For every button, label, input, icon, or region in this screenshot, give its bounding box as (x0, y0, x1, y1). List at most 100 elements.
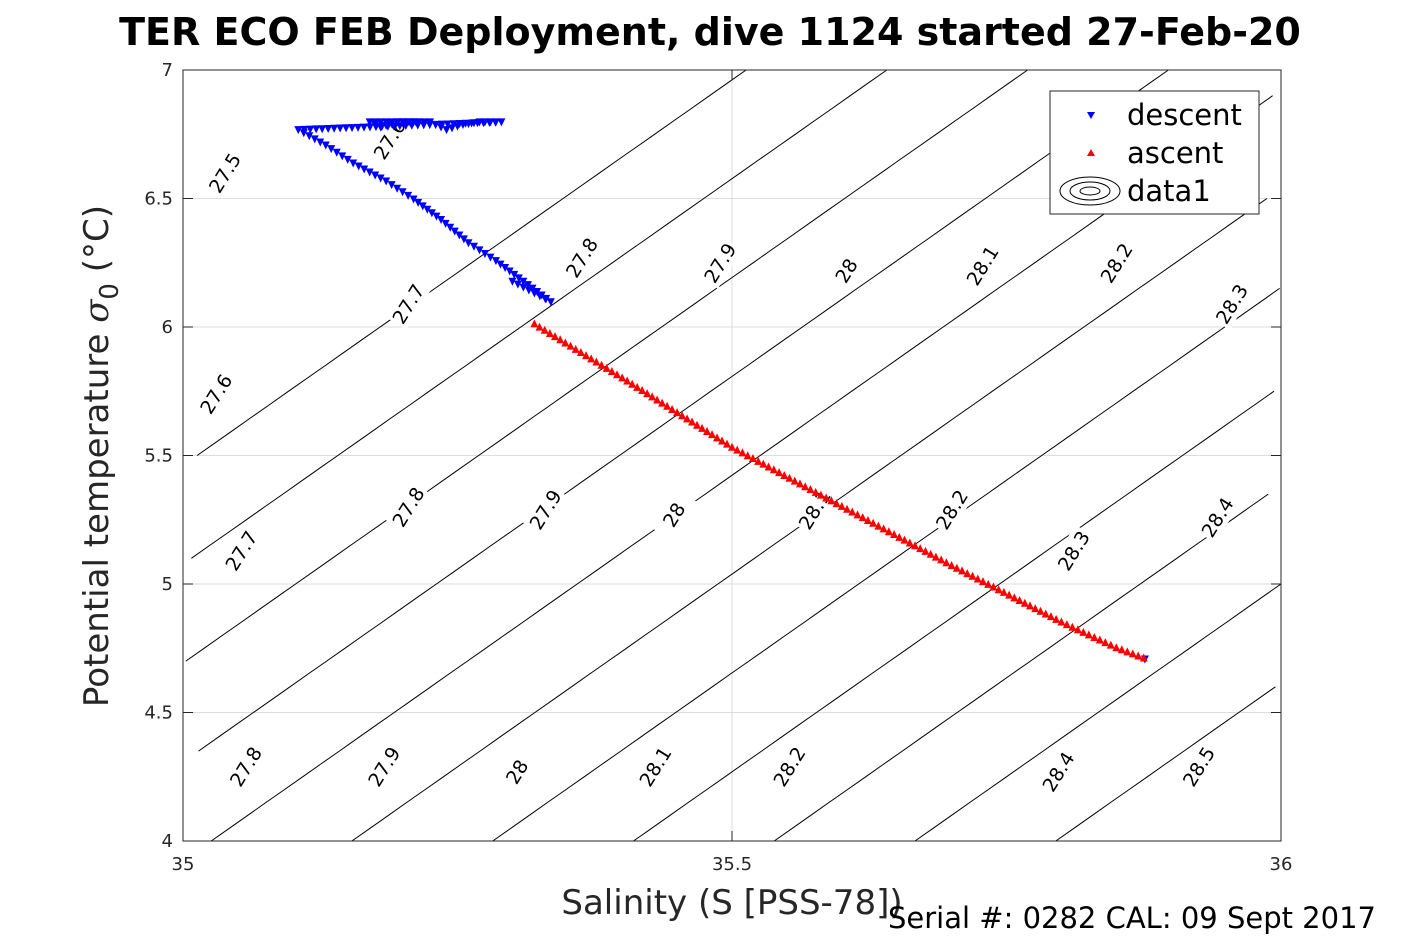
ascent-point (790, 476, 799, 485)
ascent-point (561, 338, 570, 347)
ascent-point (628, 379, 637, 388)
descent-point (443, 120, 452, 129)
ascent-point (551, 332, 560, 341)
ascent-series (530, 319, 1148, 662)
ascent-point (973, 574, 982, 583)
serial-calibration-note: Serial #: 0282 CAL: 09 Sept 2017 (888, 901, 1376, 935)
descent-point (514, 274, 523, 283)
ascent-point (708, 430, 717, 439)
ascent-point (853, 510, 862, 519)
descent-point (354, 123, 363, 132)
descent-point (455, 119, 464, 128)
descent-series (294, 118, 1149, 664)
ascent-point (540, 325, 549, 334)
ascent-point (663, 401, 672, 410)
descent-point (349, 159, 358, 168)
legend-box (1049, 90, 1260, 215)
ascent-point (843, 504, 852, 513)
ascent-point (968, 571, 977, 580)
ascent-point (884, 527, 893, 536)
descent-point (413, 121, 422, 130)
density-contours (185, 69, 1282, 842)
descent-point (310, 135, 319, 144)
descent-point (469, 242, 478, 251)
descent-point (409, 195, 418, 204)
descent-point (294, 126, 303, 135)
descent-point (404, 191, 413, 200)
ascent-point (947, 561, 956, 570)
ascent-point (931, 552, 940, 561)
descent-point (437, 120, 446, 129)
ascent-point (942, 558, 951, 567)
ascent-point (1041, 609, 1050, 618)
ascent-point (1026, 601, 1035, 610)
descent-point (365, 118, 374, 127)
ascent-point (1106, 640, 1115, 649)
ascent-point (1057, 617, 1066, 626)
ascent-point (769, 465, 778, 474)
descent-point (486, 253, 495, 262)
descent-point (519, 283, 528, 292)
descent-point (427, 209, 436, 218)
ascent-point (926, 549, 935, 558)
descent-point (510, 270, 519, 279)
ascent-point (653, 395, 662, 404)
ascent-point (1117, 645, 1126, 654)
ascent-point (937, 555, 946, 564)
ascent-point (858, 513, 867, 522)
ascent-point (668, 404, 677, 413)
descent-point (306, 125, 315, 134)
legend-descent-marker (1087, 112, 1095, 119)
ascent-point (832, 499, 841, 508)
descent-point (360, 123, 369, 132)
descent-point (365, 168, 374, 177)
descent-point (393, 184, 402, 193)
ascent-point (994, 585, 1003, 594)
ascent-point (801, 482, 810, 491)
descent-point (524, 286, 533, 295)
ascent-point (556, 335, 565, 344)
ascent-point (822, 493, 831, 502)
ascent-point (754, 456, 763, 465)
ascent-point (623, 376, 632, 385)
ascent-point (921, 546, 930, 555)
descent-point (360, 165, 369, 174)
descent-point (365, 123, 374, 132)
ascent-point (638, 386, 647, 395)
ascent-point (613, 370, 622, 379)
ascent-point (999, 587, 1008, 596)
ascent-point (1073, 625, 1082, 634)
ascent-point (911, 541, 919, 550)
ascent-point (984, 579, 993, 588)
contour-label: 28.2 (766, 740, 812, 793)
descent-point (401, 122, 410, 131)
ascent-point (571, 344, 580, 353)
descent-point (467, 119, 476, 128)
descent-point (455, 231, 464, 240)
descent-point (327, 145, 336, 154)
descent-point (418, 202, 427, 211)
ascent-point (1128, 649, 1137, 658)
descent-point (480, 249, 489, 258)
descent-point (513, 280, 522, 289)
ascent-point (688, 417, 697, 426)
ascent-point (806, 485, 815, 494)
ascent-point (863, 515, 872, 524)
descent-point (546, 298, 555, 307)
ascent-point (900, 535, 909, 544)
descent-point (459, 235, 468, 244)
ascent-point (989, 582, 998, 591)
descent-point (497, 118, 506, 127)
descent-point (389, 122, 398, 131)
descent-point (354, 162, 363, 171)
descent-point (461, 119, 470, 128)
y-tick-label: 4.5 (144, 703, 173, 724)
y-axis-label-main: Potential temperature (77, 323, 117, 707)
descent-point (508, 277, 517, 286)
descent-point (519, 277, 528, 286)
ascent-point (811, 487, 820, 496)
density-contour-line (198, 69, 1169, 752)
descent-point (338, 152, 347, 161)
ascent-point (874, 521, 883, 530)
